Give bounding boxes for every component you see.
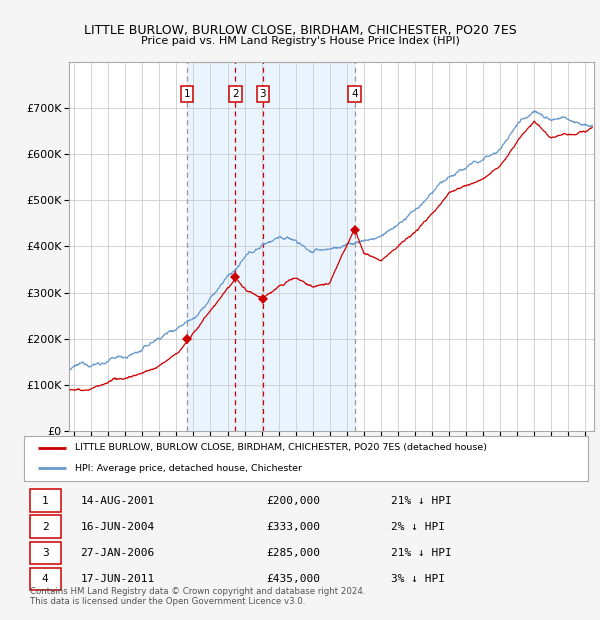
Text: £200,000: £200,000 [266, 495, 320, 505]
FancyBboxPatch shape [29, 515, 61, 538]
FancyBboxPatch shape [29, 489, 61, 511]
Text: LITTLE BURLOW, BURLOW CLOSE, BIRDHAM, CHICHESTER, PO20 7ES (detached house): LITTLE BURLOW, BURLOW CLOSE, BIRDHAM, CH… [75, 443, 487, 453]
Text: LITTLE BURLOW, BURLOW CLOSE, BIRDHAM, CHICHESTER, PO20 7ES: LITTLE BURLOW, BURLOW CLOSE, BIRDHAM, CH… [83, 24, 517, 37]
Text: 2: 2 [232, 89, 239, 99]
Text: 4: 4 [352, 89, 358, 99]
Text: £435,000: £435,000 [266, 574, 320, 583]
Text: Price paid vs. HM Land Registry's House Price Index (HPI): Price paid vs. HM Land Registry's House … [140, 36, 460, 46]
Text: 21% ↓ HPI: 21% ↓ HPI [391, 547, 451, 557]
Text: 27-JAN-2006: 27-JAN-2006 [80, 547, 155, 557]
Bar [187, 62, 355, 431]
Text: 3: 3 [42, 547, 49, 557]
Text: 16-JUN-2004: 16-JUN-2004 [80, 521, 155, 531]
Text: 3% ↓ HPI: 3% ↓ HPI [391, 574, 445, 583]
Text: £333,000: £333,000 [266, 521, 320, 531]
Text: 4: 4 [42, 574, 49, 583]
FancyBboxPatch shape [29, 541, 61, 564]
Text: £285,000: £285,000 [266, 547, 320, 557]
Text: 3: 3 [259, 89, 266, 99]
Text: 1: 1 [184, 89, 190, 99]
Text: 17-JUN-2011: 17-JUN-2011 [80, 574, 155, 583]
Text: 2: 2 [42, 521, 49, 531]
Text: 2% ↓ HPI: 2% ↓ HPI [391, 521, 445, 531]
Text: 21% ↓ HPI: 21% ↓ HPI [391, 495, 451, 505]
FancyBboxPatch shape [29, 567, 61, 590]
Text: HPI: Average price, detached house, Chichester: HPI: Average price, detached house, Chic… [75, 464, 302, 473]
Text: Contains HM Land Registry data © Crown copyright and database right 2024.
This d: Contains HM Land Registry data © Crown c… [29, 587, 365, 606]
Text: 14-AUG-2001: 14-AUG-2001 [80, 495, 155, 505]
Text: 1: 1 [42, 495, 49, 505]
